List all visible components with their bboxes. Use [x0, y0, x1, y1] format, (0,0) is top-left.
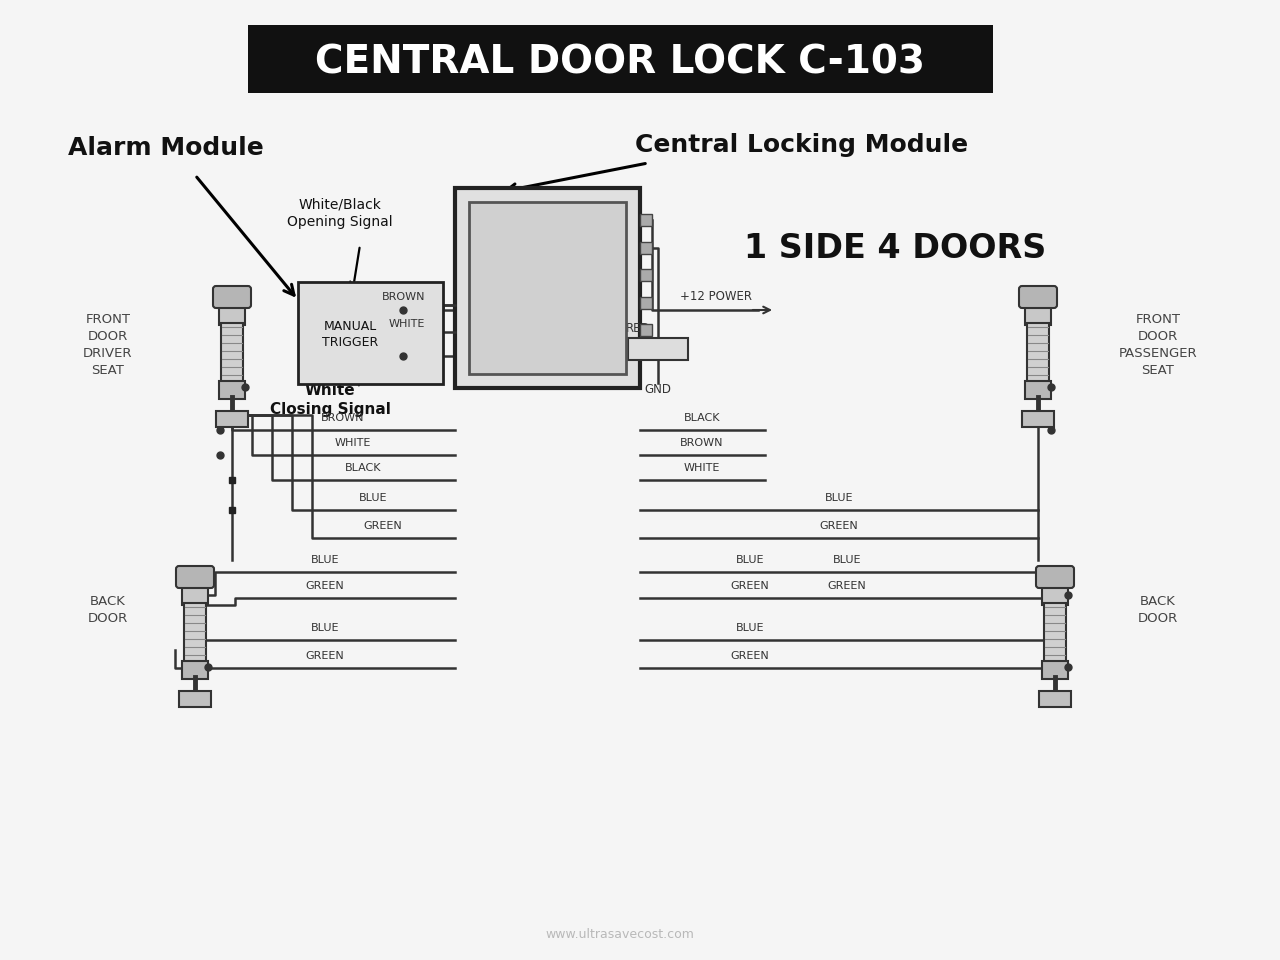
Bar — [1042, 661, 1068, 679]
FancyBboxPatch shape — [177, 566, 214, 588]
Bar — [184, 603, 206, 663]
Text: CENTRAL DOOR LOCK C-103: CENTRAL DOOR LOCK C-103 — [315, 43, 925, 81]
Text: BACK
DOOR: BACK DOOR — [88, 595, 128, 625]
Text: BROWN: BROWN — [321, 413, 365, 423]
Text: White/Black
Opening Signal: White/Black Opening Signal — [287, 198, 393, 228]
Text: BLUE: BLUE — [824, 493, 854, 503]
Bar — [182, 661, 207, 679]
Text: GREEN: GREEN — [819, 521, 859, 531]
Bar — [640, 324, 652, 336]
Text: BLUE: BLUE — [311, 555, 339, 565]
FancyBboxPatch shape — [1036, 566, 1074, 588]
Bar — [1042, 583, 1068, 605]
FancyBboxPatch shape — [1019, 286, 1057, 308]
Bar — [628, 338, 689, 360]
Bar — [179, 691, 211, 707]
Text: BLUE: BLUE — [736, 623, 764, 633]
Text: BROWN: BROWN — [381, 292, 425, 302]
Text: Central Locking Module: Central Locking Module — [635, 133, 968, 157]
Bar — [640, 242, 652, 254]
Bar — [182, 583, 207, 605]
Bar — [221, 323, 243, 383]
Text: GREEN: GREEN — [306, 581, 344, 591]
Text: BROWN: BROWN — [680, 438, 723, 448]
Text: GREEN: GREEN — [731, 651, 769, 661]
Text: BLUE: BLUE — [311, 623, 339, 633]
Bar — [1021, 411, 1053, 427]
Text: RED: RED — [626, 322, 650, 335]
Bar — [1025, 381, 1051, 399]
Text: BLUE: BLUE — [358, 493, 388, 503]
Text: GREEN: GREEN — [828, 581, 867, 591]
Bar — [1025, 303, 1051, 325]
Text: WHITE: WHITE — [335, 438, 371, 448]
Text: BLACK: BLACK — [684, 413, 721, 423]
Text: GREEN: GREEN — [731, 581, 769, 591]
Text: FRONT
DOOR
PASSENGER
SEAT: FRONT DOOR PASSENGER SEAT — [1119, 313, 1197, 377]
Text: White
Closing Signal: White Closing Signal — [270, 383, 390, 417]
Bar — [640, 297, 652, 309]
Text: MANUAL
TRIGGER: MANUAL TRIGGER — [321, 320, 378, 348]
Text: GREEN: GREEN — [306, 651, 344, 661]
Text: GREEN: GREEN — [364, 521, 402, 531]
Text: BLUE: BLUE — [736, 555, 764, 565]
Bar — [219, 303, 244, 325]
Bar — [640, 269, 652, 281]
Bar — [1039, 691, 1071, 707]
Bar — [640, 214, 652, 226]
Text: Alarm Module: Alarm Module — [68, 136, 264, 160]
Text: 1 SIDE 4 DOORS: 1 SIDE 4 DOORS — [744, 231, 1046, 265]
Text: www.ultrasavecost.com: www.ultrasavecost.com — [545, 928, 695, 942]
Bar — [216, 411, 248, 427]
Text: WHITE: WHITE — [684, 463, 721, 473]
Text: BLUE: BLUE — [833, 555, 861, 565]
Text: +12 POWER: +12 POWER — [680, 290, 753, 303]
Bar — [1044, 603, 1066, 663]
Bar — [219, 381, 244, 399]
Bar — [1027, 323, 1050, 383]
Bar — [298, 282, 443, 384]
Text: GND: GND — [645, 383, 672, 396]
Text: BLACK: BLACK — [344, 463, 381, 473]
Bar — [248, 25, 993, 93]
Text: WHITE: WHITE — [389, 319, 425, 329]
Bar — [454, 188, 640, 388]
Text: BACK
DOOR: BACK DOOR — [1138, 595, 1178, 625]
FancyBboxPatch shape — [212, 286, 251, 308]
Text: FRONT
DOOR
DRIVER
SEAT: FRONT DOOR DRIVER SEAT — [83, 313, 133, 377]
Bar — [468, 202, 626, 374]
